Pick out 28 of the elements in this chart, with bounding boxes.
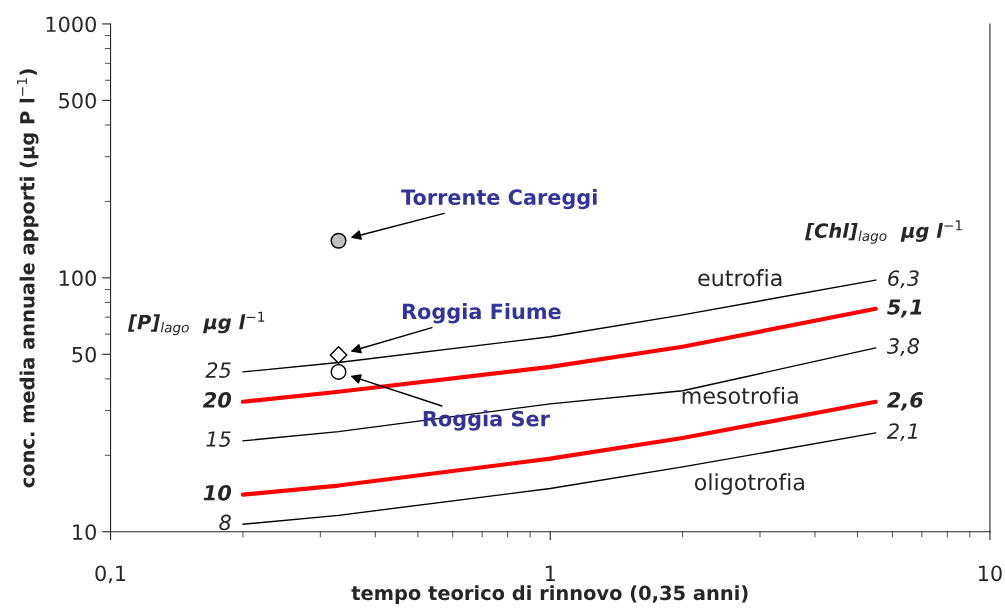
- y-tick-label: 50: [72, 346, 96, 363]
- x-tick-label: 10: [978, 565, 1002, 582]
- y-tick-label: 500: [59, 92, 96, 109]
- annotation: 15: [206, 431, 231, 447]
- annotation: Roggia Fiume: [402, 303, 561, 324]
- annotation: Roggia Ser: [423, 410, 550, 431]
- annotation: 2,6: [887, 392, 924, 411]
- annotation: mesotrofia: [682, 386, 798, 405]
- annotation: oligotrofia: [694, 473, 804, 495]
- annotation: 6,3: [888, 270, 919, 289]
- annotation: eutrofia: [698, 269, 782, 287]
- annotation: Torrente Careggi: [401, 188, 597, 210]
- annotation: [Chl]$_{lago}$ μg l$^{−1}$: [805, 220, 962, 244]
- y-tick-label: 100: [59, 270, 96, 287]
- annotation: 10: [203, 484, 232, 501]
- annotation: 2,1: [886, 423, 917, 442]
- y-tick-label: 1000: [46, 16, 96, 33]
- annotation: [P]$_{lago}$ μg l$^{−1}$: [127, 311, 265, 336]
- annotation: 25: [205, 362, 231, 378]
- y-tick-label: 10: [73, 524, 96, 540]
- annotation: 5,1: [887, 299, 922, 318]
- annotation: 8: [219, 514, 231, 531]
- annotation: 20: [202, 392, 232, 408]
- y-axis-title: conc. media annuale apporti (μg P l$^{−1}$): [17, 69, 39, 488]
- x-tick-label: 0,1: [95, 565, 126, 584]
- annotation: 3,8: [886, 338, 920, 357]
- x-axis-title: tempo teorico di rinnovo (0,35 anni): [351, 585, 748, 605]
- x-tick-label: 1: [545, 565, 555, 581]
